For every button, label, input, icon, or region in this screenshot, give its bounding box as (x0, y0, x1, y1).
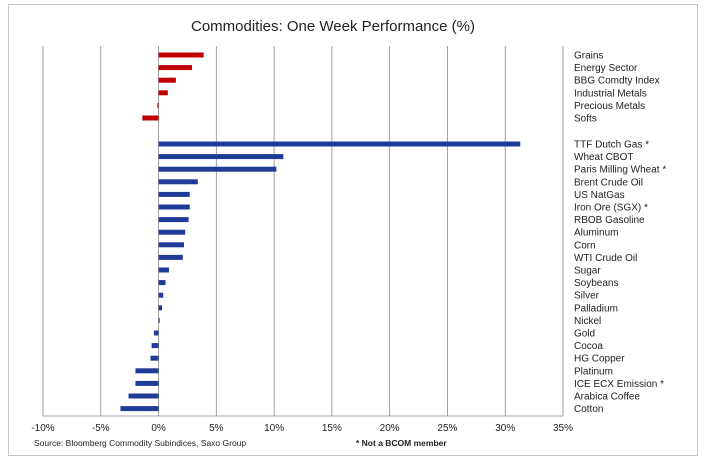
chart-title: Commodities: One Week Performance (%) (191, 18, 475, 35)
bar-soybeans (158, 280, 166, 286)
x-tick-label: 30% (495, 423, 515, 434)
category-label-us-natgas: US NatGas (574, 190, 625, 201)
bar-wti-crude-oil (158, 254, 183, 260)
bar-industrial-metals (158, 90, 168, 96)
bars (120, 52, 521, 412)
x-tick-label: 15% (322, 423, 342, 434)
category-label-wheat-cbot: Wheat CBOT (574, 152, 633, 163)
category-label-ttf-dutch-gas: TTF Dutch Gas * (574, 140, 649, 151)
category-label-sugar: Sugar (574, 266, 601, 277)
category-label-industrial-metals: Industrial Metals (574, 88, 647, 99)
category-label-palladium: Palladium (574, 303, 618, 314)
bar-ice-ecx-emission (135, 380, 159, 386)
bcom-note: * Not a BCOM member (356, 438, 447, 448)
x-tick-label: 0% (151, 423, 166, 434)
category-label-grains: Grains (574, 51, 603, 62)
category-label-paris-milling-wheat: Paris Milling Wheat * (574, 165, 666, 176)
x-tick-label: 35% (553, 423, 573, 434)
category-label-cotton: Cotton (574, 404, 603, 415)
x-tick-label: 10% (264, 423, 284, 434)
category-label-platinum: Platinum (574, 366, 613, 377)
category-label-aluminum: Aluminum (574, 228, 618, 239)
bar-arabica-coffee (128, 393, 159, 399)
bar-softs (142, 115, 159, 121)
category-label-soybeans: Soybeans (574, 278, 618, 289)
bar-precious-metals (157, 102, 159, 108)
bar-paris-milling-wheat (158, 166, 277, 172)
category-label-corn: Corn (574, 240, 596, 251)
bar-cocoa (151, 343, 159, 349)
bar-cotton (120, 406, 159, 412)
category-label-bbg-comdty-index: BBG Comdty Index (574, 76, 660, 87)
bar-platinum (135, 368, 159, 374)
category-label-iron-ore-sgx: Iron Ore (SGX) * (574, 203, 648, 214)
category-label-hg-copper: HG Copper (574, 354, 625, 365)
x-tick-label: 25% (437, 423, 457, 434)
category-label-nickel: Nickel (574, 316, 601, 327)
category-label-arabica-coffee: Arabica Coffee (574, 392, 640, 403)
bar-rbob-gasoline (158, 217, 189, 223)
bar-gold (153, 330, 159, 336)
bar-silver (158, 292, 164, 298)
x-tick-label: 20% (380, 423, 400, 434)
x-tick-label: 5% (209, 423, 224, 434)
bar-energy-sector (158, 65, 193, 71)
category-label-cocoa: Cocoa (574, 341, 603, 352)
x-tick-labels: -10% -5% 0% 5% 10% 15% 20% 25% 30% 35% (31, 423, 573, 434)
category-label-precious-metals: Precious Metals (574, 101, 645, 112)
bar-ttf-dutch-gas (158, 141, 521, 147)
bar-palladium (158, 305, 163, 311)
x-tick-label: -5% (92, 423, 110, 434)
category-label-silver: Silver (574, 291, 600, 302)
x-tick-label: -10% (31, 423, 54, 434)
bar-bbg-comdty-index (158, 77, 176, 83)
bar-hg-copper (150, 355, 159, 361)
bar-corn (158, 242, 184, 248)
grid-lines (42, 46, 564, 417)
chart-frame (8, 4, 698, 456)
category-label-gold: Gold (574, 329, 595, 340)
bar-nickel (158, 317, 160, 323)
category-label-energy-sector: Energy Sector (574, 63, 638, 74)
bar-grains (158, 52, 204, 58)
category-label-wti-crude-oil: WTI Crude Oil (574, 253, 637, 264)
source-note: Source: Bloomberg Commodity Subindices, … (34, 438, 246, 448)
bar-us-natgas (158, 191, 190, 197)
bar-wheat-cbot (158, 154, 284, 160)
bar-iron-ore-sgx (158, 204, 190, 210)
bar-aluminum (158, 229, 186, 235)
bar-brent-crude-oil (158, 179, 198, 185)
category-label-brent-crude-oil: Brent Crude Oil (574, 177, 643, 188)
category-label-softs: Softs (574, 114, 597, 125)
bar-sugar (158, 267, 169, 273)
category-label-rbob-gasoline: RBOB Gasoline (574, 215, 645, 226)
category-label-ice-ecx-emission: ICE ECX Emission * (574, 379, 664, 390)
